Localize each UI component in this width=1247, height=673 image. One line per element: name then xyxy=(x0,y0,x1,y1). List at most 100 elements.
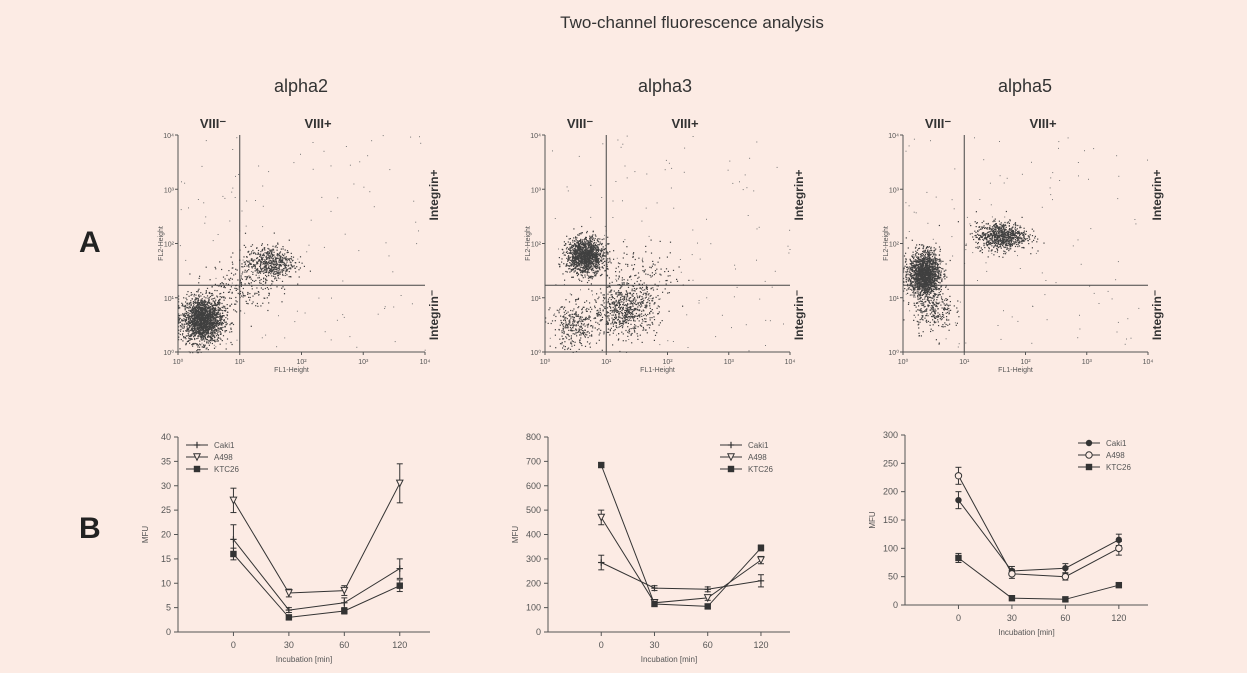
event-dot xyxy=(583,257,586,259)
event-dot xyxy=(209,342,211,344)
event-dot xyxy=(195,333,197,335)
event-dot xyxy=(645,287,648,289)
event-dot xyxy=(635,288,637,290)
event-dot xyxy=(183,327,185,329)
event-dot xyxy=(586,262,588,264)
event-dot xyxy=(215,320,217,322)
plot-title: alpha3 xyxy=(638,76,692,96)
event-dot xyxy=(356,346,358,348)
event-dot xyxy=(261,261,263,263)
event-dot xyxy=(210,330,212,332)
event-dot xyxy=(277,267,279,269)
event-dot xyxy=(253,265,255,267)
event-dot xyxy=(411,303,413,305)
event-dot xyxy=(220,317,222,319)
event-dot xyxy=(321,196,323,198)
event-dot xyxy=(643,310,645,312)
event-dot xyxy=(620,286,622,289)
event-dot xyxy=(248,275,250,277)
event-dot xyxy=(213,347,216,349)
event-dot xyxy=(419,136,420,138)
event-dot xyxy=(242,291,244,293)
event-dot xyxy=(637,326,639,328)
event-dot xyxy=(601,243,603,245)
event-dot xyxy=(574,255,577,257)
event-dot xyxy=(215,303,217,305)
event-dot xyxy=(634,307,636,310)
event-dot xyxy=(597,263,600,265)
event-dot xyxy=(204,309,207,311)
event-dot xyxy=(273,266,275,268)
event-dot xyxy=(600,249,602,251)
event-dot xyxy=(268,255,270,257)
event-dot xyxy=(254,252,256,254)
event-dot xyxy=(626,313,628,316)
event-dot xyxy=(600,274,602,276)
event-dot xyxy=(621,312,623,314)
event-dot xyxy=(580,254,583,256)
event-dot xyxy=(184,304,186,307)
event-dot xyxy=(585,269,587,271)
event-dot xyxy=(618,317,620,319)
event-dot xyxy=(207,302,209,304)
event-dot xyxy=(235,287,237,290)
event-dot xyxy=(580,258,582,260)
event-dot xyxy=(580,243,582,245)
event-dot xyxy=(250,271,252,272)
event-dot xyxy=(639,306,642,308)
event-dot xyxy=(191,321,193,323)
event-dot xyxy=(288,239,290,241)
event-dot xyxy=(587,261,589,263)
event-dot xyxy=(608,305,611,308)
event-dot xyxy=(204,318,206,320)
event-dot xyxy=(212,300,214,302)
event-dot xyxy=(248,264,250,266)
event-dot xyxy=(276,246,278,249)
event-dot xyxy=(284,288,286,290)
event-dot xyxy=(615,309,617,311)
event-dot xyxy=(231,291,233,293)
event-dot xyxy=(617,294,619,296)
event-dot xyxy=(583,261,585,263)
event-dot xyxy=(206,313,208,315)
event-dot xyxy=(597,259,599,261)
event-dot xyxy=(206,332,208,334)
event-dot xyxy=(573,262,575,265)
event-dot xyxy=(212,304,214,307)
event-dot xyxy=(220,315,222,317)
event-dot xyxy=(194,324,196,326)
event-dot xyxy=(566,257,568,259)
event-dot xyxy=(581,251,583,253)
event-dot xyxy=(204,333,206,336)
event-dot xyxy=(604,307,606,310)
event-dot xyxy=(250,263,252,265)
event-dot xyxy=(214,328,217,330)
event-dot xyxy=(637,303,639,305)
event-dot xyxy=(208,308,210,310)
event-dot xyxy=(227,291,230,293)
event-dot xyxy=(245,300,247,302)
event-dot xyxy=(576,258,578,260)
event-dot xyxy=(621,327,624,329)
event-dot xyxy=(604,252,606,254)
event-dot xyxy=(649,302,651,304)
event-dot xyxy=(593,265,595,267)
event-dot xyxy=(262,280,265,283)
event-dot xyxy=(645,294,647,296)
event-dot xyxy=(199,302,201,304)
event-dot xyxy=(567,256,569,258)
event-dot xyxy=(196,322,198,324)
event-dot xyxy=(249,253,251,255)
event-dot xyxy=(279,255,281,257)
event-dot xyxy=(214,327,216,329)
event-dot xyxy=(584,254,586,256)
event-dot xyxy=(629,314,632,316)
event-dot xyxy=(588,279,590,282)
event-dot xyxy=(625,329,627,332)
event-dot xyxy=(187,323,189,325)
event-dot xyxy=(643,292,645,294)
event-dot xyxy=(201,325,203,327)
event-dot xyxy=(196,309,198,311)
event-dot xyxy=(202,305,204,307)
event-dot xyxy=(418,230,419,232)
